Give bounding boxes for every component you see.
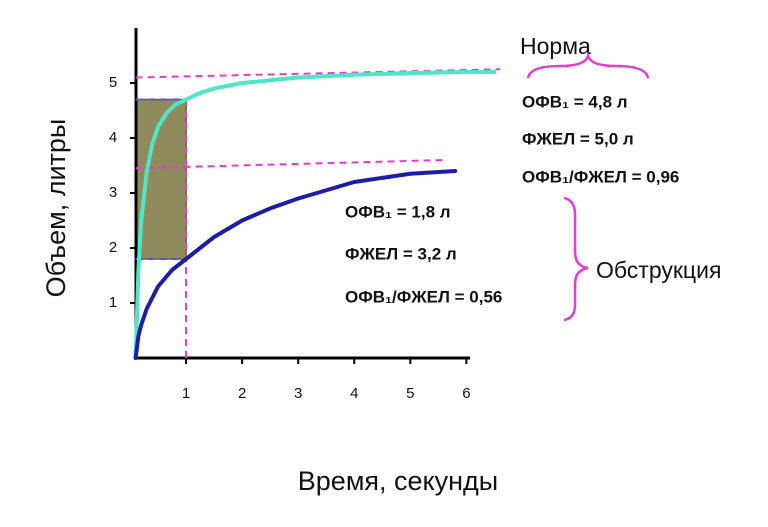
x-tick-label: 6 — [462, 385, 470, 402]
annotation: ОФВ₁ = 4,8 л — [522, 92, 628, 111]
curve — [133, 70, 497, 360]
x-tick-label: 3 — [294, 385, 302, 402]
y-axis-label: Объем, литры — [41, 119, 71, 298]
x-tick-label: 4 — [350, 385, 358, 402]
brace — [526, 51, 650, 79]
x-tick-label: 2 — [238, 385, 246, 402]
y-tick-label: 1 — [109, 294, 117, 311]
curve — [133, 169, 458, 360]
annotation: ОФВ₁ = 1,8 л — [345, 202, 451, 221]
x-axis-label: Время, секунды — [298, 466, 498, 496]
brace — [563, 196, 589, 322]
obstruction-title: Обструкция — [596, 257, 721, 283]
y-tick-label: 5 — [109, 74, 117, 91]
x-tick-label: 1 — [182, 385, 190, 402]
y-tick-label: 2 — [109, 239, 117, 256]
reference-line — [135, 159, 444, 170]
annotation: ФЖЕЛ = 5,0 л — [522, 129, 634, 148]
x-tick-label: 5 — [406, 385, 414, 402]
y-tick-label: 3 — [109, 184, 117, 201]
annotation: ОФВ₁/ФЖЕЛ = 0,56 — [345, 287, 502, 306]
annotation: ОФВ₁/ФЖЕЛ = 0,96 — [522, 167, 679, 186]
y-tick-label: 4 — [109, 129, 117, 146]
normal-title: Норма — [520, 33, 591, 59]
annotation: ФЖЕЛ = 3,2 л — [345, 244, 457, 263]
